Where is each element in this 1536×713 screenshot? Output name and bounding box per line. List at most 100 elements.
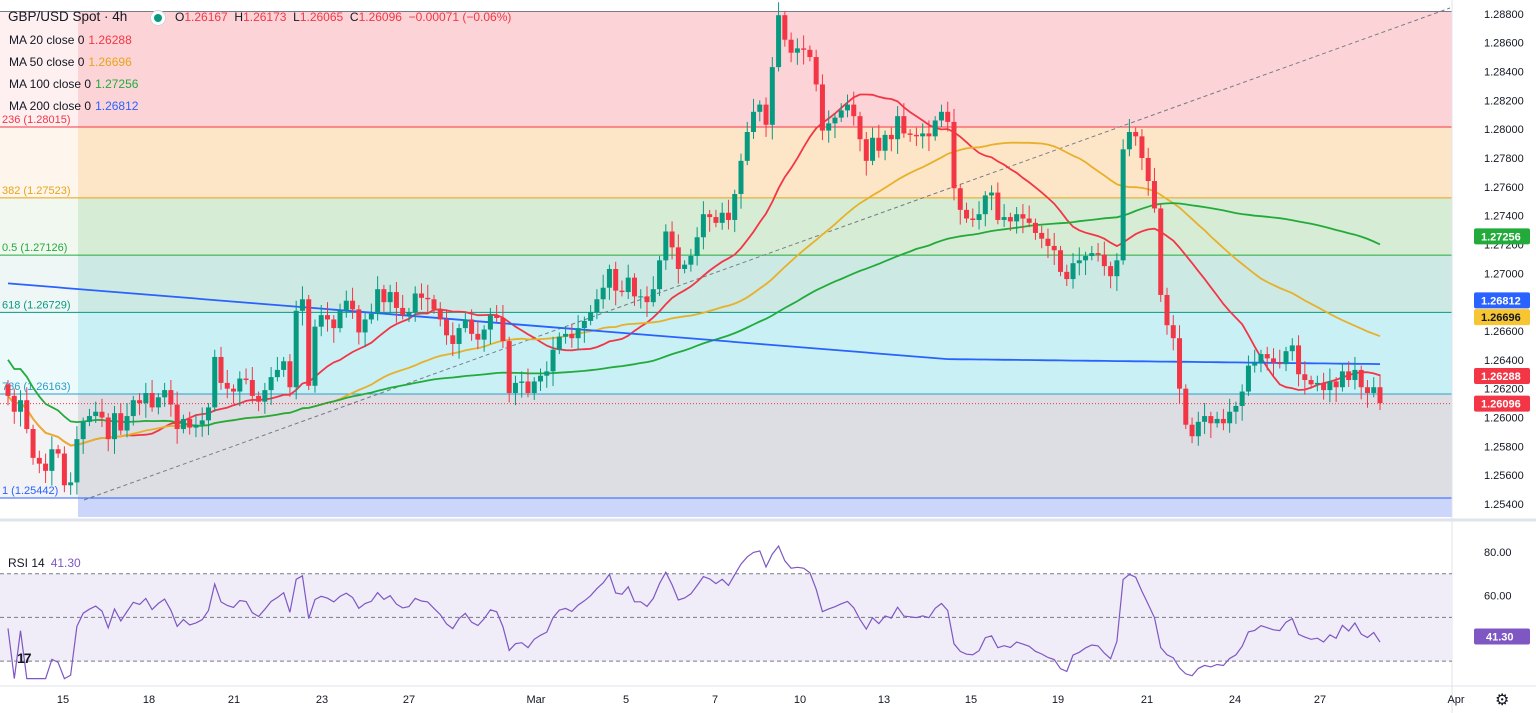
candle-body [1245, 365, 1251, 392]
candle-body [105, 417, 111, 440]
candle-body [30, 429, 36, 458]
candle-body [1220, 418, 1226, 424]
candle-body [112, 413, 118, 440]
ma20-legend[interactable]: MA 20 close 0 1.26288 [9, 33, 132, 47]
candle-body [688, 256, 694, 265]
price-tick-label: 1.28400 [1484, 66, 1524, 78]
time-axis[interactable]: 15 18 21 23 27 Mar 5 7 10 13 15 19 21 24 27 Apr [0, 685, 1536, 706]
candle-body [964, 209, 970, 219]
candle-body [262, 390, 268, 402]
rsi-legend[interactable]: RSI 14 41.30 [8, 556, 81, 570]
time-tick-label: 21 [228, 694, 240, 706]
candle-body [325, 315, 331, 320]
candle-body [68, 482, 74, 486]
candle-body [143, 392, 149, 404]
rsi-tick-label: 80.00 [1484, 547, 1512, 559]
candle-body [1089, 253, 1095, 257]
candle-body [713, 217, 719, 223]
candle-body [844, 104, 850, 111]
candle-body [337, 310, 343, 329]
time-tick-label: 13 [878, 694, 890, 706]
candle-body [1189, 424, 1195, 437]
candle-body [863, 139, 869, 161]
candle-body [675, 247, 681, 269]
fib-level-label: 382 (1.27523) [2, 185, 71, 197]
time-tick-label: 27 [403, 694, 415, 706]
candle-body [725, 212, 731, 220]
candle-body [306, 299, 312, 386]
symbol-title[interactable]: GBP/USD Spot · 4h [8, 9, 128, 24]
ma200-legend[interactable]: MA 200 close 0 1.26812 [9, 99, 139, 113]
candle-body [957, 188, 963, 210]
candle-body [1227, 411, 1233, 424]
time-tick-label: 21 [1141, 694, 1153, 706]
fib-band [78, 197, 1452, 256]
price-tag [1474, 292, 1530, 309]
candle-body [870, 137, 876, 161]
candle-body [43, 463, 49, 471]
candle-body [832, 117, 838, 124]
tradingview-logo[interactable]: 17 [17, 650, 32, 666]
candle-body [1346, 371, 1352, 381]
candle-body [1108, 266, 1114, 277]
gear-icon[interactable]: ⚙ [1495, 692, 1510, 709]
candle-body [1371, 387, 1377, 393]
candle-body [788, 39, 794, 53]
candle-body [55, 449, 61, 454]
candle-body [74, 439, 80, 483]
candle-body [782, 15, 788, 40]
candle-body [1095, 253, 1101, 255]
candle-body [581, 320, 587, 329]
candle-body [1145, 157, 1151, 182]
candle-body [80, 421, 86, 440]
candle-body [343, 300, 349, 311]
candle-body [650, 289, 656, 303]
candle-body [437, 309, 443, 320]
ma50-legend[interactable]: MA 50 close 0 1.26696 [9, 55, 132, 69]
candle-body [895, 116, 901, 140]
candle-body [556, 336, 562, 350]
candle-body [638, 296, 644, 298]
candle-body [588, 312, 594, 321]
market-status-icon[interactable] [150, 10, 166, 26]
candle-body [989, 192, 995, 196]
candle-body [945, 111, 951, 122]
time-tick-label: 19 [1052, 694, 1064, 706]
fib-band [78, 126, 1452, 198]
candle-body [418, 293, 424, 298]
ma100-legend[interactable]: MA 100 close 0 1.27256 [9, 77, 139, 91]
price-tag [1474, 395, 1530, 412]
price-tick-label: 1.28200 [1484, 95, 1524, 107]
rsi-tick-label: 60.00 [1484, 591, 1512, 603]
candle-body [1214, 418, 1220, 424]
candle-body [819, 84, 825, 131]
price-tick-label: 1.28800 [1484, 9, 1524, 21]
candle-body [907, 133, 913, 135]
candle-body [1133, 132, 1139, 137]
candle-body [268, 377, 274, 391]
candle-body [938, 111, 944, 121]
candle-body [299, 299, 305, 311]
candle-body [174, 404, 180, 430]
candle-body [5, 384, 11, 396]
trendline [83, 7, 1451, 501]
candle-body [412, 293, 418, 313]
fib-level-label: 618 (1.26729) [2, 299, 71, 311]
candle-body [1101, 254, 1107, 267]
price-tick-label: 1.27400 [1484, 211, 1524, 223]
candle-body [1007, 217, 1013, 222]
candle-body [751, 111, 757, 133]
candle-body [1158, 208, 1164, 295]
price-tag-label: 1.26812 [1481, 295, 1521, 307]
candle-body [569, 333, 575, 339]
fib-band [78, 497, 1452, 517]
ma200-line [7, 282, 1381, 365]
rsi-tag [1474, 628, 1530, 645]
price-tag-label: 1.27256 [1481, 231, 1521, 243]
candle-body [1333, 381, 1339, 388]
candle-body [550, 349, 556, 372]
candlesticks [5, 2, 1383, 495]
candle-body [168, 390, 174, 405]
